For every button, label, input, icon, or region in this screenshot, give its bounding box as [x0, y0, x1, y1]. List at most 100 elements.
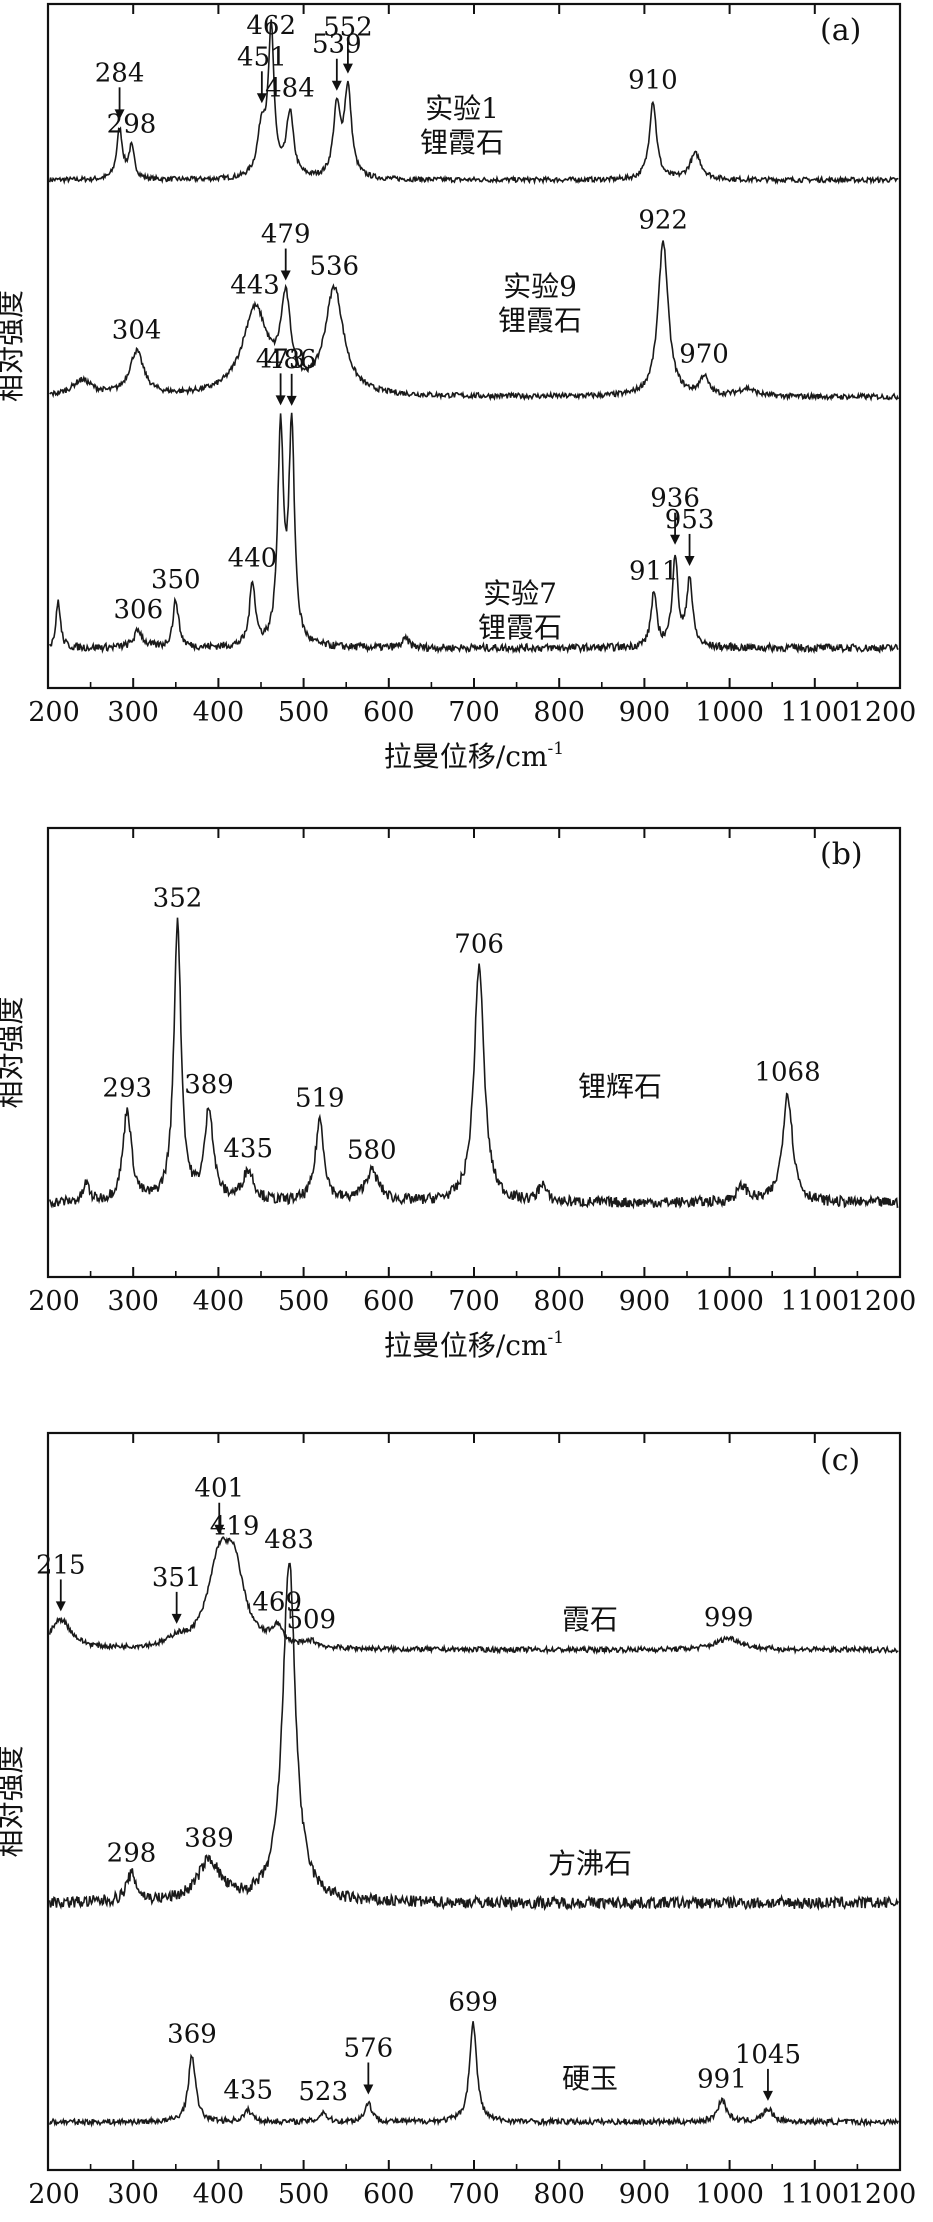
spectrum-line-2	[49, 240, 900, 402]
peak-arrowhead	[363, 2084, 374, 2095]
peak-arrowhead	[214, 1524, 225, 1535]
series-label: 锂辉石	[578, 1070, 662, 1103]
x-tick-label: 900	[619, 2179, 671, 2210]
x-tick-label: 300	[107, 697, 159, 728]
spectrum-line-3	[49, 412, 899, 655]
x-axis-label: 拉曼位移/cm-1	[384, 1328, 564, 1362]
series-label: 实验7	[483, 577, 557, 610]
peak-arrowhead	[342, 63, 353, 74]
peak-label: 911	[629, 556, 679, 586]
peak-arrowhead	[286, 395, 297, 406]
peak-label: 389	[184, 1824, 234, 1854]
peak-label: 440	[228, 544, 278, 574]
peak-label: 922	[638, 205, 688, 235]
y-axis-label: 相对强度	[0, 290, 27, 402]
peak-label: 451	[237, 42, 287, 72]
x-tick-label: 600	[363, 2179, 415, 2210]
x-tick-label: 400	[193, 1286, 245, 1317]
peak-label: 293	[102, 1074, 152, 1104]
peak-label: 469	[252, 1588, 302, 1618]
peak-arrowhead	[280, 270, 291, 281]
series-label: 实验9	[503, 270, 577, 303]
x-tick-label: 500	[278, 2179, 330, 2210]
x-tick-label: 300	[107, 2179, 159, 2210]
x-tick-label: 1100	[780, 697, 849, 728]
x-tick-label: 1100	[780, 1286, 849, 1317]
series-label: 实验1	[425, 92, 499, 125]
peak-label: 539	[312, 30, 362, 60]
x-tick-label: 500	[278, 697, 330, 728]
peak-label: 369	[167, 2020, 217, 2050]
x-tick-label: 800	[533, 2179, 585, 2210]
x-tick-label: 600	[363, 697, 415, 728]
peak-label: 523	[298, 2077, 348, 2107]
peak-arrowhead	[114, 109, 125, 120]
peak-arrowhead	[331, 80, 342, 91]
peak-arrowhead	[55, 1601, 66, 1612]
peak-label: 215	[36, 1550, 86, 1580]
x-tick-label: 900	[619, 1286, 671, 1317]
x-tick-label: 600	[363, 1286, 415, 1317]
peak-label: 479	[261, 220, 311, 250]
series-label: 硬玉	[562, 2062, 618, 2095]
peak-label: 419	[210, 1512, 260, 1542]
x-tick-label: 400	[193, 2179, 245, 2210]
x-tick-label: 700	[448, 2179, 500, 2210]
series-label-2: 锂霞石	[420, 126, 504, 159]
spectrum-line-1	[48, 1536, 899, 1656]
x-tick-label: 1000	[695, 1286, 764, 1317]
peak-label: 484	[265, 73, 315, 103]
series-label-2: 锂霞石	[478, 611, 562, 644]
y-axis-label: 相对强度	[0, 996, 27, 1108]
spectrum-line-1	[48, 917, 899, 1210]
x-tick-label: 300	[107, 1286, 159, 1317]
panel-label: (c)	[820, 1443, 860, 1478]
peak-label: 509	[286, 1605, 336, 1635]
peak-arrowhead	[684, 555, 695, 566]
peak-label: 435	[223, 2075, 273, 2105]
peak-arrowhead	[762, 2090, 773, 2101]
peak-label: 910	[628, 66, 678, 96]
panel-c: 200300400500600700800900100011001200拉曼位移…	[0, 1431, 917, 2222]
y-axis-label-text: 相对强度	[0, 290, 27, 402]
x-tick-label: 1200	[848, 2179, 917, 2210]
series-label-2: 锂霞石	[498, 304, 582, 337]
peak-label: 351	[152, 1563, 202, 1593]
x-tick-label: 1100	[780, 2179, 849, 2210]
peak-label: 435	[223, 1134, 273, 1164]
peak-label: 304	[112, 316, 162, 346]
peak-label: 953	[665, 505, 715, 535]
peak-label: 483	[264, 1525, 314, 1555]
peak-label: 486	[267, 345, 317, 375]
x-tick-label: 700	[448, 1286, 500, 1317]
x-tick-label: 800	[533, 697, 585, 728]
peak-label: 580	[347, 1136, 397, 1166]
x-tick-label: 200	[28, 697, 80, 728]
peak-label: 552	[323, 13, 373, 43]
peak-arrowhead	[275, 395, 286, 406]
peak-label: 473	[256, 344, 306, 374]
peak-label: 389	[184, 1070, 234, 1100]
x-tick-label: 900	[619, 697, 671, 728]
peak-label: 536	[309, 251, 359, 281]
peak-label: 999	[704, 1603, 754, 1633]
peak-label: 401	[194, 1474, 244, 1504]
spectrum-line-3	[48, 2021, 900, 2128]
peak-label: 443	[230, 271, 280, 301]
x-tick-label: 1000	[695, 2179, 764, 2210]
peak-label: 298	[107, 1839, 157, 1869]
y-axis-label-text: 相对强度	[0, 996, 27, 1108]
x-tick-label: 1200	[848, 1286, 917, 1317]
spectrum-line-1	[48, 19, 899, 186]
peak-label: 970	[679, 339, 729, 369]
x-tick-label: 200	[28, 2179, 80, 2210]
x-tick-label: 800	[533, 1286, 585, 1317]
x-tick-label: 1000	[695, 697, 764, 728]
x-tick-label: 1200	[848, 697, 917, 728]
y-axis-label: 相对强度	[0, 1745, 27, 1857]
peak-label: 936	[650, 484, 700, 514]
spectrum-line-2	[48, 1562, 900, 1912]
